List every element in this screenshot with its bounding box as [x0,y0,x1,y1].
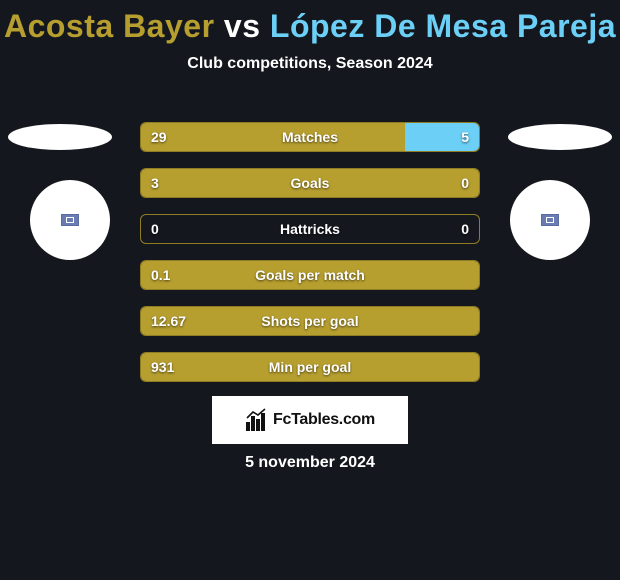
player1-ellipse [8,124,112,150]
fctables-logo-icon [245,408,271,432]
site-logo-text: FcTables.com [273,411,375,429]
player2-avatar [510,180,590,260]
vs-separator: vs [215,8,270,44]
player2-ellipse [508,124,612,150]
stat-label: Goals [141,169,479,197]
stat-label: Goals per match [141,261,479,289]
stat-label: Matches [141,123,479,151]
stat-row: 0.1Goals per match [140,260,480,290]
stat-label: Min per goal [141,353,479,381]
subtitle: Club competitions, Season 2024 [0,55,620,73]
stat-label: Shots per goal [141,307,479,335]
stat-label: Hattricks [141,215,479,243]
stat-row: 00Hattricks [140,214,480,244]
site-logo[interactable]: FcTables.com [212,396,408,444]
player2-flag-icon [541,214,559,226]
player2-name: López De Mesa Pareja [270,8,616,44]
stat-row: 295Matches [140,122,480,152]
stats-rows: 295Matches 30Goals 00Hattricks 0.1Goals per… [140,122,480,398]
player1-flag-icon [61,214,79,226]
stat-row: 931Min per goal [140,352,480,382]
player1-name: Acosta Bayer [4,8,215,44]
stat-row: 30Goals [140,168,480,198]
date-label: 5 november 2024 [0,454,620,472]
stat-row: 12.67Shots per goal [140,306,480,336]
player1-avatar [30,180,110,260]
page-title: Acosta Bayer vs López De Mesa Pareja [0,0,620,45]
